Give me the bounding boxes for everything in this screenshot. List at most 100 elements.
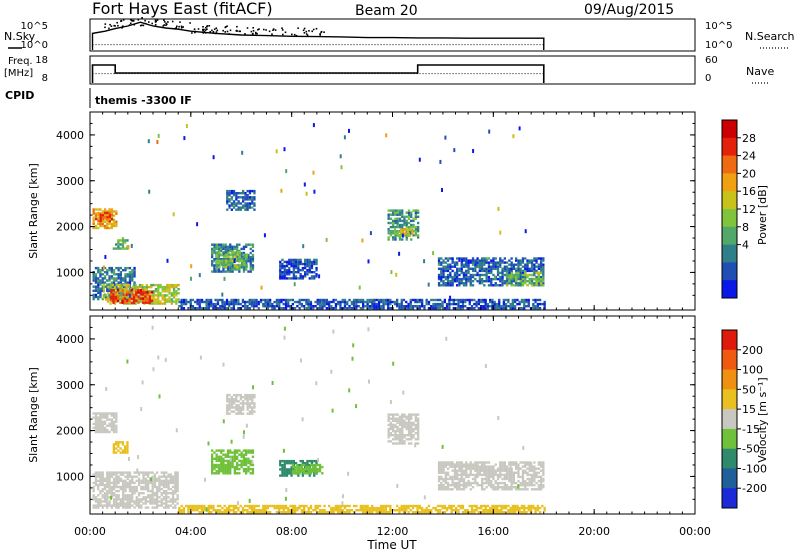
data-cell <box>225 511 229 514</box>
data-cell <box>456 481 459 485</box>
data-cell <box>440 277 443 281</box>
data-cell <box>476 273 479 277</box>
data-cell <box>242 470 246 473</box>
data-cell <box>348 298 351 302</box>
data-cell <box>520 298 524 302</box>
data-cell <box>99 287 102 290</box>
data-cell <box>101 416 104 419</box>
data-cell <box>241 506 245 510</box>
data-cell <box>112 500 116 503</box>
data-cell <box>407 417 411 420</box>
data-cell <box>280 506 283 510</box>
data-cell <box>127 245 130 249</box>
data-cell <box>288 459 291 463</box>
data-cell <box>542 280 545 283</box>
data-cell <box>225 255 228 258</box>
data-cell <box>232 204 236 207</box>
data-cell <box>519 263 522 266</box>
data-cell <box>120 283 124 287</box>
data-cell <box>439 298 442 302</box>
data-cell <box>396 425 399 429</box>
data-cell <box>434 298 437 302</box>
data-cell <box>220 245 223 248</box>
data-cell <box>157 294 160 297</box>
data-cell <box>503 273 506 277</box>
data-cell <box>230 509 233 512</box>
data-cell <box>517 267 520 270</box>
data-cell <box>400 305 403 308</box>
data-cell <box>176 485 179 489</box>
data-cell <box>514 509 517 512</box>
data-cell <box>492 477 495 481</box>
data-cell <box>279 474 282 477</box>
data-cell <box>115 430 118 434</box>
data-cell <box>142 475 145 478</box>
data-cell <box>303 509 306 512</box>
data-cell <box>387 511 390 514</box>
data-cell <box>312 467 315 471</box>
data-cell <box>451 463 454 468</box>
data-cell <box>177 288 180 291</box>
data-cell <box>458 280 461 283</box>
data-cell <box>389 230 392 233</box>
data-cell <box>205 305 208 308</box>
data-cell <box>127 283 130 287</box>
data-cell <box>94 475 98 478</box>
data-cell <box>297 269 300 272</box>
data-cell <box>306 260 309 264</box>
data-cell <box>451 261 454 264</box>
data-cell <box>234 302 238 306</box>
data-cell <box>217 247 221 251</box>
data-cell <box>262 298 265 302</box>
data-cell <box>226 245 230 248</box>
data-cell <box>162 489 166 493</box>
data-cell <box>102 283 105 287</box>
data-cell <box>97 471 100 474</box>
data-cell <box>101 412 104 415</box>
data-cell <box>542 471 545 474</box>
data-cell <box>436 511 440 514</box>
data-cell <box>393 302 397 306</box>
data-cell <box>474 267 477 270</box>
data-cell <box>230 204 233 207</box>
data-cell <box>515 269 518 273</box>
data-cell <box>392 361 395 366</box>
data-cell <box>248 298 251 302</box>
data-cell <box>293 307 297 310</box>
data-cell <box>299 273 302 276</box>
data-cell <box>460 265 463 268</box>
data-cell <box>108 475 111 478</box>
data-cell <box>535 275 538 279</box>
data-cell <box>143 285 146 289</box>
data-cell <box>168 288 171 291</box>
data-cell <box>297 271 300 274</box>
data-cell <box>223 305 226 308</box>
data-cell <box>398 436 402 439</box>
data-cell <box>165 477 168 480</box>
data-cell <box>501 259 504 262</box>
data-cell <box>471 481 475 485</box>
data-cell <box>244 402 247 405</box>
data-cell <box>260 285 263 290</box>
noise-left-tick-bottom: 10^0 <box>21 40 48 51</box>
data-cell <box>504 506 508 510</box>
data-cell <box>187 509 190 512</box>
data-cell <box>135 471 138 474</box>
data-cell <box>241 305 245 308</box>
data-cell <box>156 506 159 509</box>
data-cell <box>392 225 395 229</box>
data-cell <box>520 511 524 514</box>
data-cell <box>94 481 98 485</box>
data-cell <box>512 463 515 466</box>
data-cell <box>543 506 546 510</box>
data-cell <box>412 209 415 212</box>
data-cell <box>94 414 98 417</box>
data-cell <box>106 412 109 415</box>
data-cell <box>508 467 511 470</box>
data-cell <box>384 511 387 514</box>
data-cell <box>384 509 387 512</box>
data-cell <box>296 300 299 304</box>
data-cell <box>460 467 463 470</box>
data-cell <box>460 465 463 468</box>
data-cell <box>112 428 116 432</box>
